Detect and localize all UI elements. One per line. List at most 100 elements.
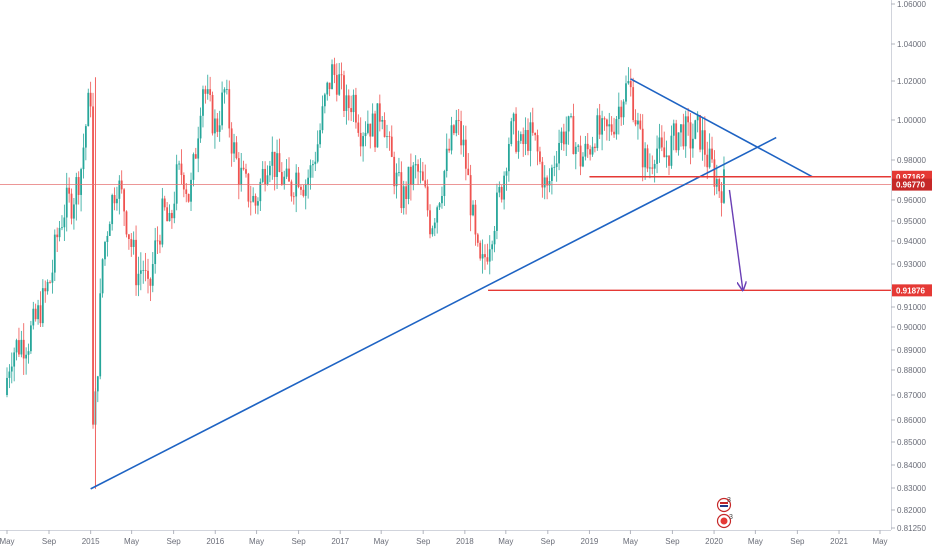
flag-event-icon[interactable]: 3 xyxy=(716,497,732,513)
candle xyxy=(476,232,479,247)
candle xyxy=(225,79,228,95)
candle xyxy=(163,195,166,211)
candle xyxy=(405,181,408,215)
candle xyxy=(218,110,221,142)
candle xyxy=(10,352,13,384)
candle xyxy=(658,123,661,163)
candle xyxy=(202,85,204,128)
candle xyxy=(620,100,623,126)
price-tick-label: 0.86000 xyxy=(897,416,926,425)
candle xyxy=(245,163,247,178)
time-tick-label: 2017 xyxy=(331,537,349,546)
candle xyxy=(453,124,455,136)
candle xyxy=(161,187,164,248)
candle xyxy=(496,183,498,240)
candle xyxy=(335,63,338,102)
candle xyxy=(254,193,257,214)
candle xyxy=(369,123,372,149)
candle xyxy=(297,166,300,189)
candle xyxy=(333,57,336,84)
candle xyxy=(443,169,446,206)
candle xyxy=(534,132,537,141)
candle xyxy=(216,113,219,138)
candle xyxy=(567,115,570,145)
forecast-arrow[interactable] xyxy=(728,189,742,289)
candle xyxy=(393,151,396,195)
candle xyxy=(400,161,403,214)
candle xyxy=(347,89,350,121)
candle xyxy=(104,240,106,266)
candle xyxy=(402,180,405,215)
dividend-event-icon[interactable]: 3 xyxy=(716,513,734,529)
candle xyxy=(27,343,30,364)
candle xyxy=(608,112,611,142)
candle xyxy=(484,244,486,270)
svg-text:0.96770: 0.96770 xyxy=(896,181,925,190)
candle xyxy=(206,74,209,100)
candle xyxy=(519,131,522,144)
candle xyxy=(641,114,644,182)
candle xyxy=(503,171,506,210)
time-tick-label: Sep xyxy=(541,537,556,546)
candle xyxy=(665,140,668,168)
candle xyxy=(44,280,47,303)
candle xyxy=(312,160,314,178)
candle xyxy=(32,301,35,330)
candle xyxy=(137,256,140,297)
candle xyxy=(116,186,118,211)
candle xyxy=(601,110,603,151)
candle xyxy=(338,62,341,97)
candle xyxy=(63,204,66,242)
candle xyxy=(613,117,615,138)
candle xyxy=(562,123,565,151)
candle xyxy=(8,364,11,389)
plot-area[interactable] xyxy=(0,57,891,489)
candle xyxy=(18,327,20,357)
candle xyxy=(259,178,262,211)
candle xyxy=(352,89,355,122)
candle xyxy=(278,138,281,173)
candle xyxy=(720,181,723,217)
trend-line[interactable] xyxy=(90,136,777,490)
price-tick-label: 0.96000 xyxy=(897,196,926,205)
candle xyxy=(273,151,276,191)
candle xyxy=(715,164,718,195)
event-markers[interactable]: 3 3 xyxy=(716,497,734,529)
candle xyxy=(670,125,673,169)
time-tick-label: May xyxy=(374,537,389,546)
candle xyxy=(37,299,39,325)
price-tick-label: 0.93000 xyxy=(897,260,926,269)
candle xyxy=(366,110,369,135)
candle xyxy=(682,113,685,150)
time-tick-label: May xyxy=(249,537,264,546)
candle xyxy=(288,157,290,182)
candle xyxy=(627,67,630,85)
candle xyxy=(271,136,274,180)
candle xyxy=(266,165,269,186)
candle xyxy=(106,231,109,257)
candle xyxy=(130,233,133,257)
candle xyxy=(582,152,584,168)
trend-line[interactable] xyxy=(630,78,813,178)
price-tick-label: 0.94000 xyxy=(897,237,926,246)
time-tick-label: May xyxy=(498,537,513,546)
price-tick-label: 0.87000 xyxy=(897,391,926,400)
candle xyxy=(113,187,116,211)
candle xyxy=(240,152,243,192)
price-tick-label: 0.88000 xyxy=(897,366,926,375)
time-axis[interactable]: May Sep 2015 May Sep 2016 May Sep 2017 May Sep 2018… xyxy=(0,530,888,546)
candle xyxy=(687,107,690,136)
time-tick-label: May xyxy=(0,537,15,546)
candle xyxy=(233,133,235,162)
candle xyxy=(431,225,434,237)
time-tick-label: May xyxy=(623,537,638,546)
candle xyxy=(429,204,431,239)
candle xyxy=(577,144,580,152)
candle xyxy=(331,59,333,90)
candle xyxy=(386,124,388,149)
time-tick-label: 2020 xyxy=(705,537,723,546)
time-tick-label: 2019 xyxy=(581,537,599,546)
time-tick-label: May xyxy=(124,537,139,546)
price-axis[interactable]: 1.06000 1.04000 1.02000 1.00000 0.98000 0.960… xyxy=(891,0,926,533)
